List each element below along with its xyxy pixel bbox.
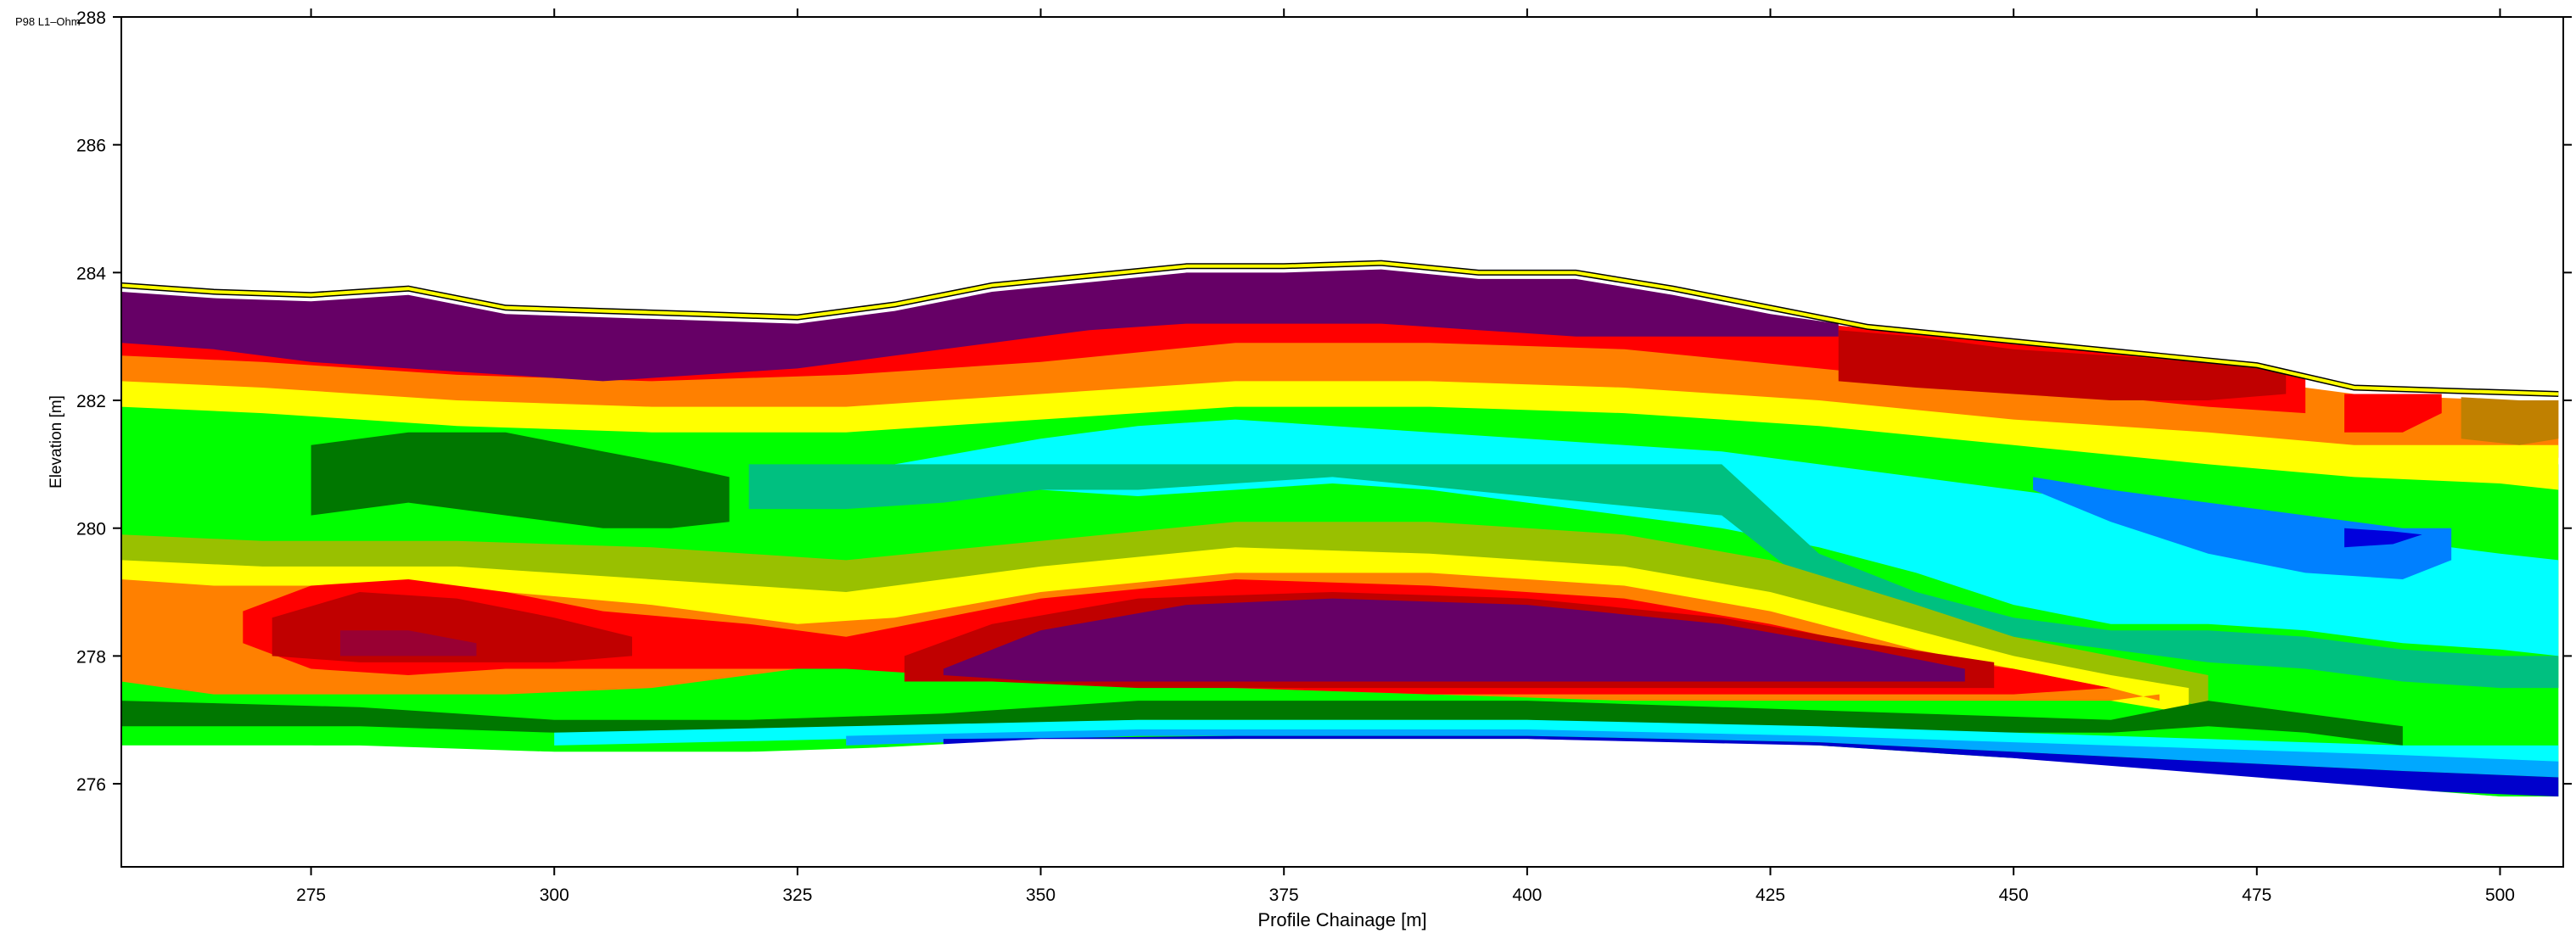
contour-band [554,457,2559,689]
x-axis-label: Profile Chainage [m] [1257,909,1426,930]
contour-band [121,522,2209,707]
y-tick-label: 276 [76,775,106,795]
contour-band [2461,397,2559,445]
above-surface-mask [121,17,2563,394]
below-depth-mask [121,739,2563,867]
y-axis: 276 278 280 282 284 286 288 [76,8,2572,795]
x-tick-label: 500 [2485,886,2515,905]
x-tick-label: 350 [1026,886,1056,905]
outside-mask [121,17,2563,867]
contour-band [2344,528,2422,548]
x-tick-label: 400 [1512,886,1542,905]
contour-band [894,419,2559,656]
plot-frame [120,16,2564,868]
contour-band [121,547,2189,714]
y-tick-label: 286 [76,137,106,156]
contour-band [846,729,2559,778]
topography-line [121,261,2559,396]
y-tick-label: 282 [76,392,106,411]
x-tick-label: 300 [540,886,569,905]
contour-band [1838,330,2287,400]
y-tick-label: 288 [76,8,106,28]
topography [121,260,2559,397]
contour-band [943,735,2559,797]
y-axis-label: Elevation [m] [48,395,65,489]
figure-corner-label: P98 L1–Ohm [15,15,81,28]
y-tick-label: 284 [76,264,106,283]
y-tick-label: 278 [76,647,106,667]
contour-band [943,598,1965,682]
y-tick-label: 280 [76,520,106,539]
contour-band [340,630,477,656]
contour-band [121,269,1839,382]
x-tick-label: 275 [296,886,326,905]
x-tick-label: 375 [1269,886,1299,905]
x-axis: 275 300 325 350 375 400 425 450 475 500 [296,8,2515,905]
x-tick-label: 325 [782,886,812,905]
x-tick-label: 475 [2242,886,2271,905]
contour-band [121,701,2403,746]
contour-band [554,719,2559,765]
contour-band [121,381,2559,490]
contour-band [2033,477,2452,579]
x-tick-label: 425 [1756,886,1785,905]
x-tick-label: 450 [1999,886,2029,905]
contour-regions [121,269,2559,797]
contour-band [2344,394,2442,433]
contour-band [311,432,730,528]
